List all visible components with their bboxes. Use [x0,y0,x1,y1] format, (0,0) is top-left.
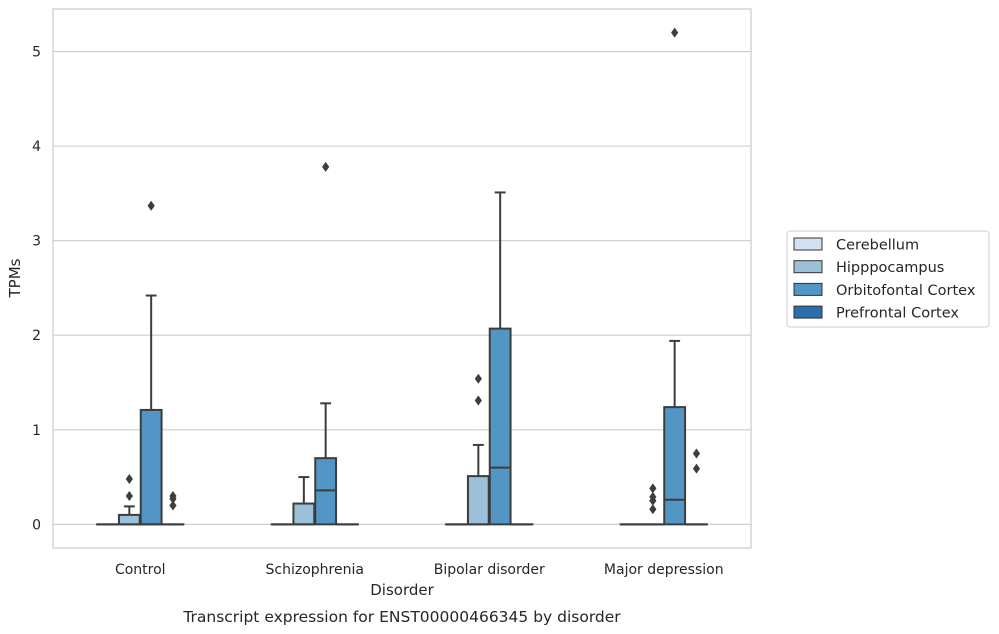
box-group [685,448,708,526]
x-axis-ticks: Control Schizophrenia Bipolar disorder Majo… [115,562,724,578]
outlier-point [649,483,657,494]
legend-entry: Orbitofontal Cortex [836,283,976,299]
legend-swatch [793,282,823,296]
box [663,406,687,526]
box-group [161,490,185,526]
outlier-point [474,395,482,406]
legend-swatch [793,237,823,251]
box-group [488,191,512,526]
outlier-point [169,490,177,501]
box-plot-series [96,27,708,526]
outlier-point [147,200,155,211]
box-group [117,473,141,526]
box [488,327,512,526]
outlier-point [169,500,177,511]
box-group [314,161,338,526]
outlier-point [692,448,701,459]
y-tick-label: 3 [32,234,41,250]
box [117,513,141,526]
y-tick-label: 5 [32,45,41,61]
outlier-point [692,463,701,474]
box-group [641,483,665,526]
box-group [663,27,687,526]
legend-swatch [793,305,823,319]
legend-entry: Prefrontal Cortex [836,306,959,322]
y-tick-label: 1 [32,423,41,439]
legend-frame [786,230,990,328]
legend-entry: Hipppocampus [836,260,944,276]
x-tick-label: Bipolar disorder [434,562,545,578]
y-tick-label: 2 [32,328,41,344]
box [292,502,316,526]
y-tick-label: 0 [32,517,41,533]
x-tick-label: Schizophrenia [266,562,364,578]
outlier-point [649,504,657,515]
series-group [139,27,687,526]
outlier-point [671,27,679,38]
y-axis-label: TPMs [6,258,24,298]
box [466,475,490,526]
box-group [139,200,163,526]
plot-frame [52,8,752,549]
series-group [161,448,708,526]
outlier-point [322,161,330,172]
x-tick-label: Control [115,562,166,578]
box-group [292,476,316,526]
legend-entry: Cerebellum [836,238,919,254]
chart-caption: Transcript expression for ENST0000046634… [182,608,621,626]
y-axis-ticks: 0 1 2 3 4 5 [32,45,41,534]
legend-swatch [793,260,823,274]
box [139,408,163,526]
outlier-point [125,473,133,484]
outlier-point [125,490,133,501]
outlier-point [649,491,657,502]
x-tick-label: Major depression [604,562,724,578]
y-tick-label: 4 [32,139,41,155]
legend: Cerebellum Hipppocampus Orbitofontal Corte… [786,230,990,328]
outlier-point [474,373,482,384]
x-axis-label: Disorder [370,581,434,599]
